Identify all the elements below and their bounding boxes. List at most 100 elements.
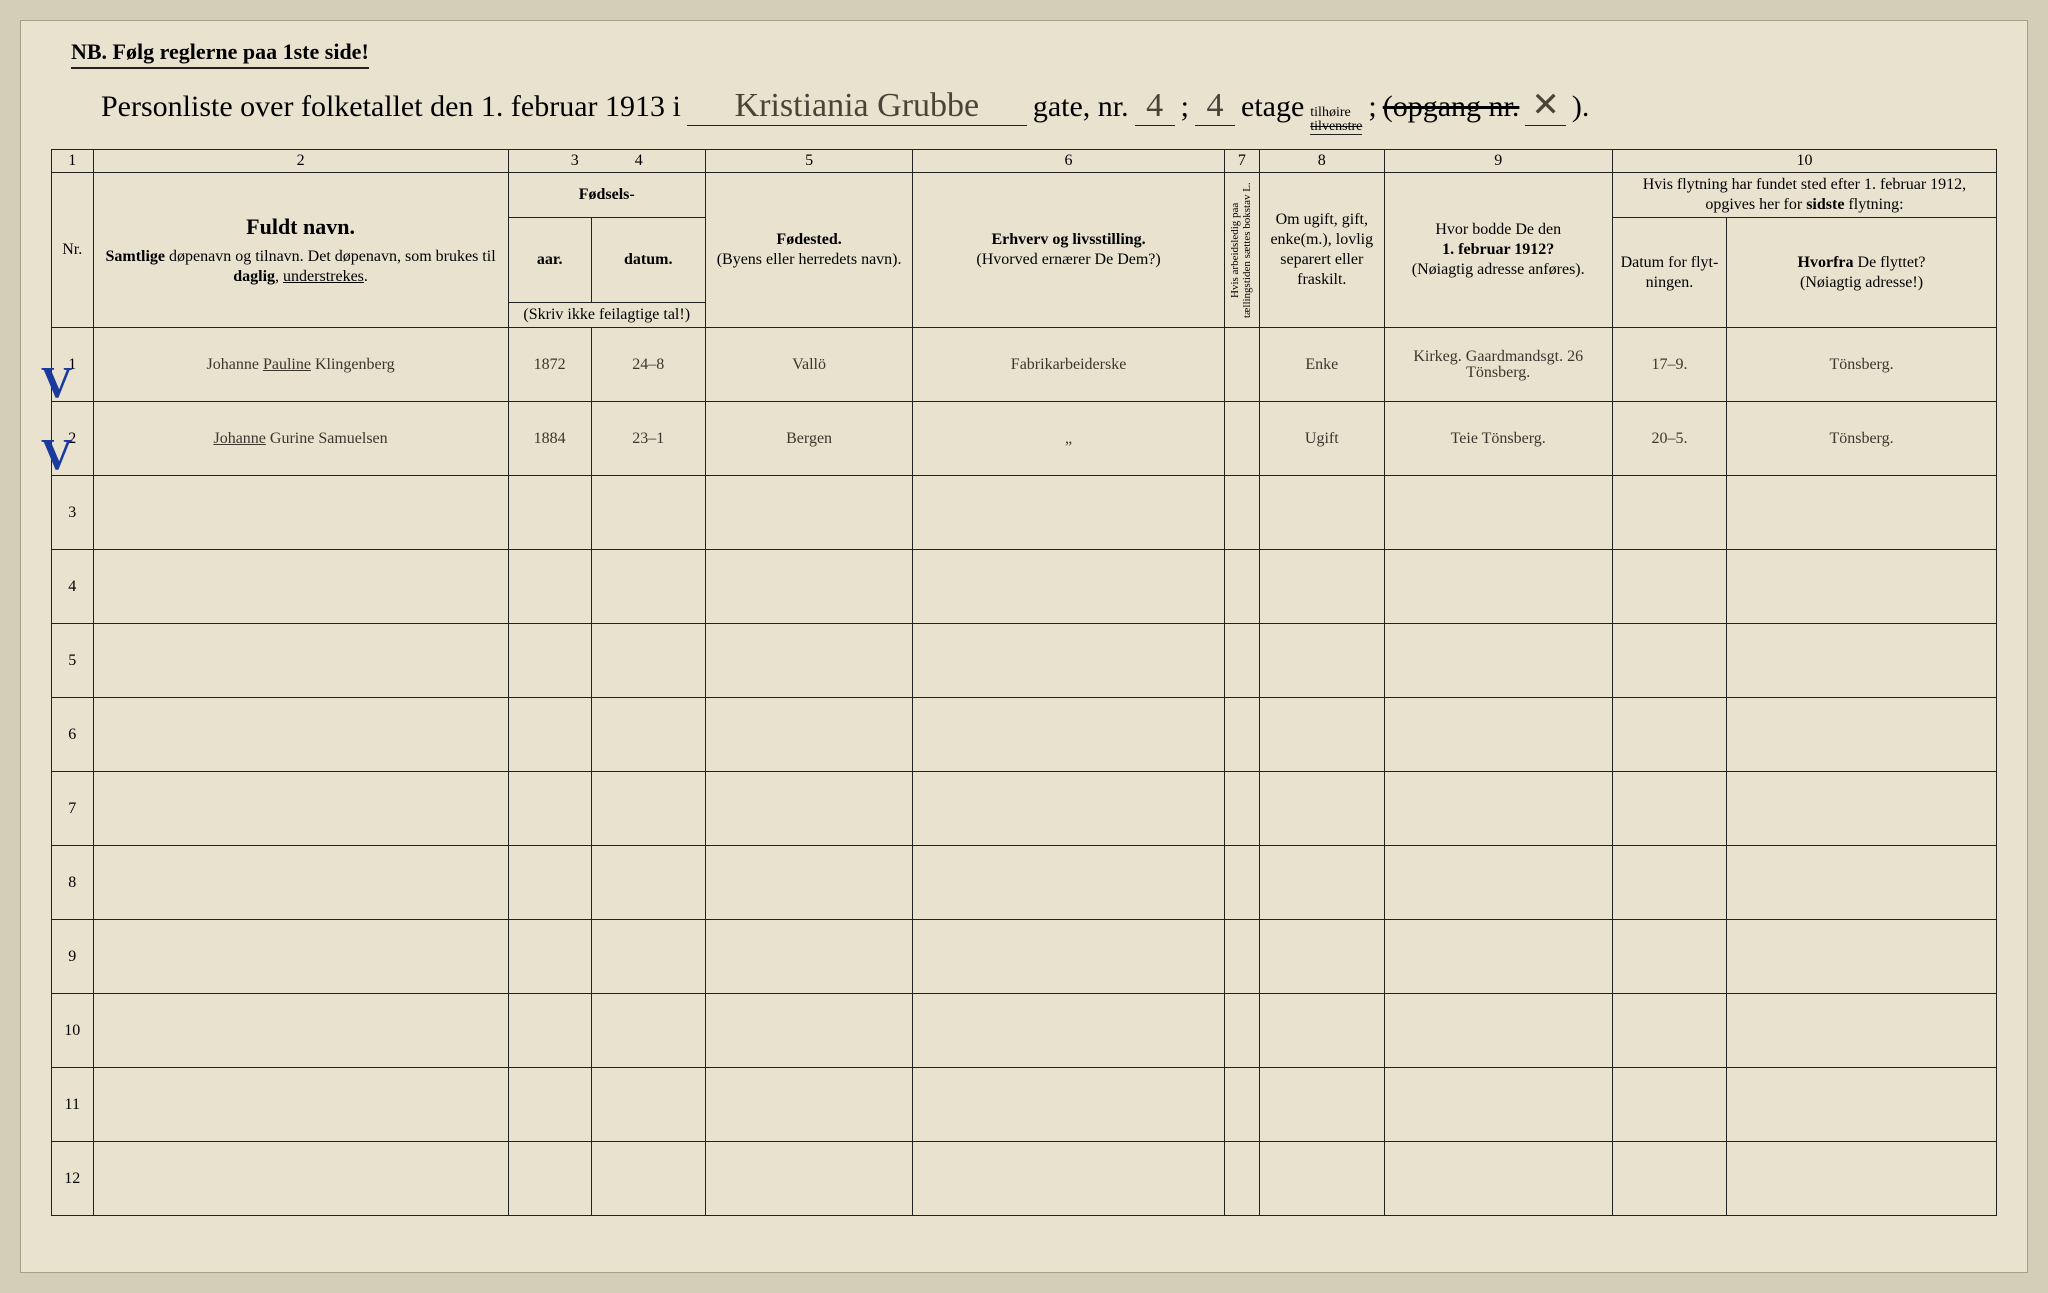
cell-unemployed: [1224, 698, 1259, 772]
row-number: 6: [52, 698, 94, 772]
cell-date: [591, 476, 705, 550]
table-row: 8: [52, 846, 1997, 920]
cell-move-date: [1612, 624, 1726, 698]
cell-occupation: [913, 994, 1224, 1068]
cell-date: [591, 550, 705, 624]
cell-birthplace: [705, 846, 913, 920]
cell-year: 1884: [508, 402, 591, 476]
semicolon2: ;: [1368, 90, 1376, 124]
gate-label: gate, nr.: [1033, 90, 1129, 124]
colnum-8: 8: [1260, 150, 1385, 173]
row-number: 4: [52, 550, 94, 624]
cell-unemployed: [1224, 846, 1259, 920]
cell-name: [93, 920, 508, 994]
colnum-6: 6: [913, 150, 1224, 173]
hdr-col7: Hvis arbeidsledig paa tællingstiden sætt…: [1224, 173, 1259, 328]
cell-occupation: [913, 1068, 1224, 1142]
cell-move-date: [1612, 772, 1726, 846]
colnum-1: 1: [52, 150, 94, 173]
table-row: 1Johanne Pauline Klingenberg187224–8Vall…: [52, 328, 1997, 402]
cell-name: [93, 846, 508, 920]
cell-date: 24–8: [591, 328, 705, 402]
cell-move-date: [1612, 920, 1726, 994]
cell-move-from: [1727, 920, 1997, 994]
table-body: 1Johanne Pauline Klingenberg187224–8Vall…: [52, 328, 1997, 1216]
cell-move-from: [1727, 772, 1997, 846]
cell-status: [1260, 772, 1385, 846]
check-mark-icon: V: [41, 357, 73, 408]
cell-move-date: [1612, 698, 1726, 772]
etage-label: etage: [1241, 90, 1304, 124]
row-number: 8: [52, 846, 94, 920]
cell-year: [508, 1068, 591, 1142]
colnum-7: 7: [1224, 150, 1259, 173]
cell-move-from: [1727, 1142, 1997, 1216]
cell-birthplace: Bergen: [705, 402, 913, 476]
cell-occupation: [913, 920, 1224, 994]
table-row: 10: [52, 994, 1997, 1068]
cell-unemployed: [1224, 328, 1259, 402]
hdr-nr: Nr.: [52, 173, 94, 328]
cell-status: [1260, 550, 1385, 624]
column-number-row: 1 2 3 4 5 6 7 8 9 10: [52, 150, 1997, 173]
colnum-10: 10: [1612, 150, 1996, 173]
cell-name: [93, 476, 508, 550]
hdr-flyt-fra: Hvorfra De flyttet?(Nøiagtig adresse!): [1727, 218, 1997, 328]
cell-status: [1260, 1068, 1385, 1142]
street-nr: 4: [1135, 87, 1175, 126]
hdr-fullname-title: Fuldt navn.: [98, 213, 504, 241]
cell-birthplace: [705, 624, 913, 698]
cell-unemployed: [1224, 920, 1259, 994]
cell-addr1912: [1384, 476, 1612, 550]
cell-addr1912: [1384, 624, 1612, 698]
cell-year: [508, 550, 591, 624]
cell-name: [93, 1068, 508, 1142]
cell-occupation: [913, 476, 1224, 550]
cell-addr1912: [1384, 994, 1612, 1068]
colnum-2: 2: [93, 150, 508, 173]
cell-occupation: [913, 1142, 1224, 1216]
cell-move-date: [1612, 994, 1726, 1068]
cell-date: [591, 1068, 705, 1142]
cell-move-from: [1727, 476, 1997, 550]
table-row: 7: [52, 772, 1997, 846]
row-number: 5: [52, 624, 94, 698]
cell-addr1912: [1384, 920, 1612, 994]
hdr-aar: aar.: [508, 218, 591, 303]
cell-unemployed: [1224, 624, 1259, 698]
cell-status: [1260, 994, 1385, 1068]
cell-birthplace: [705, 1068, 913, 1142]
hdr-fodested: Fødested. (Byens eller herredets navn).: [705, 173, 913, 328]
hdr-col8: Om ugift, gift, enke(m.), lovlig separer…: [1260, 173, 1385, 328]
etage-nr: 4: [1195, 87, 1235, 126]
tilvenstre-text: tilvenstre: [1310, 120, 1362, 134]
cell-name: [93, 624, 508, 698]
cell-birthplace: [705, 920, 913, 994]
colnum-34: 3 4: [508, 150, 705, 173]
cell-move-date: [1612, 1142, 1726, 1216]
cell-unemployed: [1224, 1142, 1259, 1216]
cell-name: [93, 1142, 508, 1216]
row-number: 3: [52, 476, 94, 550]
hdr-fullname: Fuldt navn. Samtlige døpenavn og tilnavn…: [93, 173, 508, 328]
cell-addr1912: Kirkeg. Gaardmandsgt. 26Tönsberg.: [1384, 328, 1612, 402]
cell-occupation: Fabrikarbeiderske: [913, 328, 1224, 402]
table-row: 12: [52, 1142, 1997, 1216]
cell-status: [1260, 846, 1385, 920]
hdr-fodsels: Fødsels-: [508, 173, 705, 218]
table-row: 11: [52, 1068, 1997, 1142]
cell-birthplace: [705, 698, 913, 772]
cell-addr1912: [1384, 1142, 1612, 1216]
cell-status: [1260, 1142, 1385, 1216]
cell-year: [508, 1142, 591, 1216]
cell-move-from: [1727, 550, 1997, 624]
cell-addr1912: [1384, 772, 1612, 846]
cell-birthplace: [705, 1142, 913, 1216]
hdr-flyt-datum: Datum for flyt-ningen.: [1612, 218, 1726, 328]
cell-status: Enke: [1260, 328, 1385, 402]
check-mark-icon: V: [41, 429, 73, 480]
cell-move-date: [1612, 846, 1726, 920]
tilhoire-text: tilhøire: [1310, 106, 1362, 120]
cell-year: [508, 476, 591, 550]
cell-addr1912: Teie Tönsberg.: [1384, 402, 1612, 476]
